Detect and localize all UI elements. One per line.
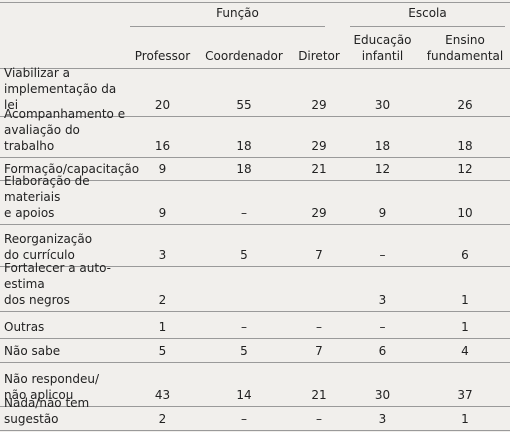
cell: 9 (378, 206, 387, 220)
rule (0, 406, 510, 407)
cell: 29 (311, 206, 327, 220)
rule (0, 266, 510, 267)
row-label: Elaboração de materiais e apoios (4, 174, 90, 220)
cell: 18 (457, 139, 473, 153)
column-header: Professor (134, 49, 191, 63)
row-label: Fortalecer a auto-estima dos negros (4, 261, 111, 307)
cell: – (379, 248, 386, 262)
rule (0, 180, 510, 181)
column-header: Educação infantil (353, 33, 412, 63)
cell: 1 (461, 293, 469, 307)
cell: 10 (457, 206, 473, 220)
column-header: Diretor (298, 49, 340, 63)
rule (130, 26, 325, 27)
cell: 3 (378, 412, 387, 426)
rule (0, 338, 510, 339)
row-label: Viabilizar a implementação da lei (4, 66, 117, 112)
row-label: Outras (4, 320, 45, 334)
cell: – (241, 206, 247, 220)
cell: 4 (461, 344, 469, 358)
row-label: Não sabe (4, 344, 61, 358)
rule (0, 2, 510, 3)
cell: 6 (378, 344, 387, 358)
cell: 2 (158, 412, 167, 426)
cell: 18 (236, 162, 252, 176)
cell: 14 (236, 388, 252, 402)
cell: 9 (158, 206, 167, 220)
cell: 18 (374, 139, 391, 153)
group-header: Função (216, 6, 259, 20)
cell: 3 (378, 293, 387, 307)
cell: 30 (374, 388, 391, 402)
cell: 5 (158, 344, 167, 358)
rule (0, 430, 510, 431)
cell: – (316, 320, 322, 334)
row-label: Acompanhamento e avaliação do trabalho (4, 107, 126, 153)
cell: 1 (461, 320, 469, 334)
cell: 12 (457, 162, 473, 176)
cell: 21 (311, 162, 327, 176)
row-label: Reorganização do currículo (4, 232, 93, 262)
row-label: Nada/não tem sugestão (4, 396, 90, 426)
rule (0, 116, 510, 117)
cell: 3 (158, 248, 167, 262)
cell (293, 266, 345, 311)
cell: 55 (236, 98, 252, 112)
cell: 1 (158, 320, 167, 334)
cell: 5 (240, 344, 248, 358)
cell: – (241, 412, 247, 426)
cell: 9 (158, 162, 167, 176)
rule (0, 157, 510, 158)
cell: 7 (315, 248, 323, 262)
cell: 18 (236, 139, 252, 153)
rule (0, 224, 510, 225)
cell: 1 (461, 412, 469, 426)
cell: 29 (311, 139, 327, 153)
cell: – (379, 320, 386, 334)
cell: 29 (311, 98, 327, 112)
cell: 37 (457, 388, 473, 402)
rule (0, 68, 510, 69)
cell: 20 (154, 98, 171, 112)
column-header: Coordenador (205, 49, 283, 63)
group-header: Escola (408, 6, 447, 20)
cell: 43 (154, 388, 171, 402)
row-label: Formação/capacitação (4, 162, 140, 176)
cell: 2 (158, 293, 167, 307)
cell: 21 (311, 388, 327, 402)
cell: 30 (374, 98, 391, 112)
cell: 26 (457, 98, 473, 112)
cell: – (316, 412, 322, 426)
cell: 12 (374, 162, 391, 176)
column-header: Ensino fundamental (426, 33, 504, 63)
rule (0, 311, 510, 312)
rule (350, 26, 505, 27)
cell (195, 266, 293, 311)
cell: 5 (240, 248, 248, 262)
cell: – (241, 320, 247, 334)
cell: 16 (154, 139, 171, 153)
rule (0, 362, 510, 363)
row-label: Não respondeu/ não aplicou (4, 372, 100, 402)
cell: 6 (461, 248, 469, 262)
cell: 7 (315, 344, 323, 358)
